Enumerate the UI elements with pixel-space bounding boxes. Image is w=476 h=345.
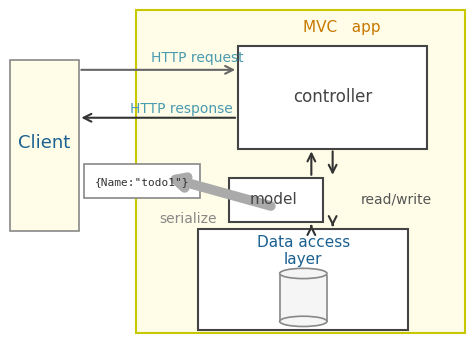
FancyBboxPatch shape xyxy=(84,164,200,198)
Text: serialize: serialize xyxy=(159,212,217,226)
Ellipse shape xyxy=(279,316,327,326)
Text: controller: controller xyxy=(293,88,372,106)
FancyBboxPatch shape xyxy=(238,46,427,149)
FancyBboxPatch shape xyxy=(279,274,327,321)
FancyBboxPatch shape xyxy=(10,60,79,231)
Text: {Name:"todo1"}: {Name:"todo1"} xyxy=(95,177,189,187)
FancyBboxPatch shape xyxy=(198,229,408,330)
Text: model: model xyxy=(249,193,298,207)
Text: Client: Client xyxy=(18,135,70,152)
FancyBboxPatch shape xyxy=(278,272,328,275)
Ellipse shape xyxy=(279,268,327,279)
Text: MVC   app: MVC app xyxy=(303,20,381,35)
Text: HTTP response: HTTP response xyxy=(130,102,233,116)
Text: read/write: read/write xyxy=(361,193,432,207)
FancyBboxPatch shape xyxy=(136,10,465,333)
Text: Data access
layer: Data access layer xyxy=(257,235,350,267)
FancyBboxPatch shape xyxy=(228,178,323,222)
Text: HTTP request: HTTP request xyxy=(151,51,244,65)
